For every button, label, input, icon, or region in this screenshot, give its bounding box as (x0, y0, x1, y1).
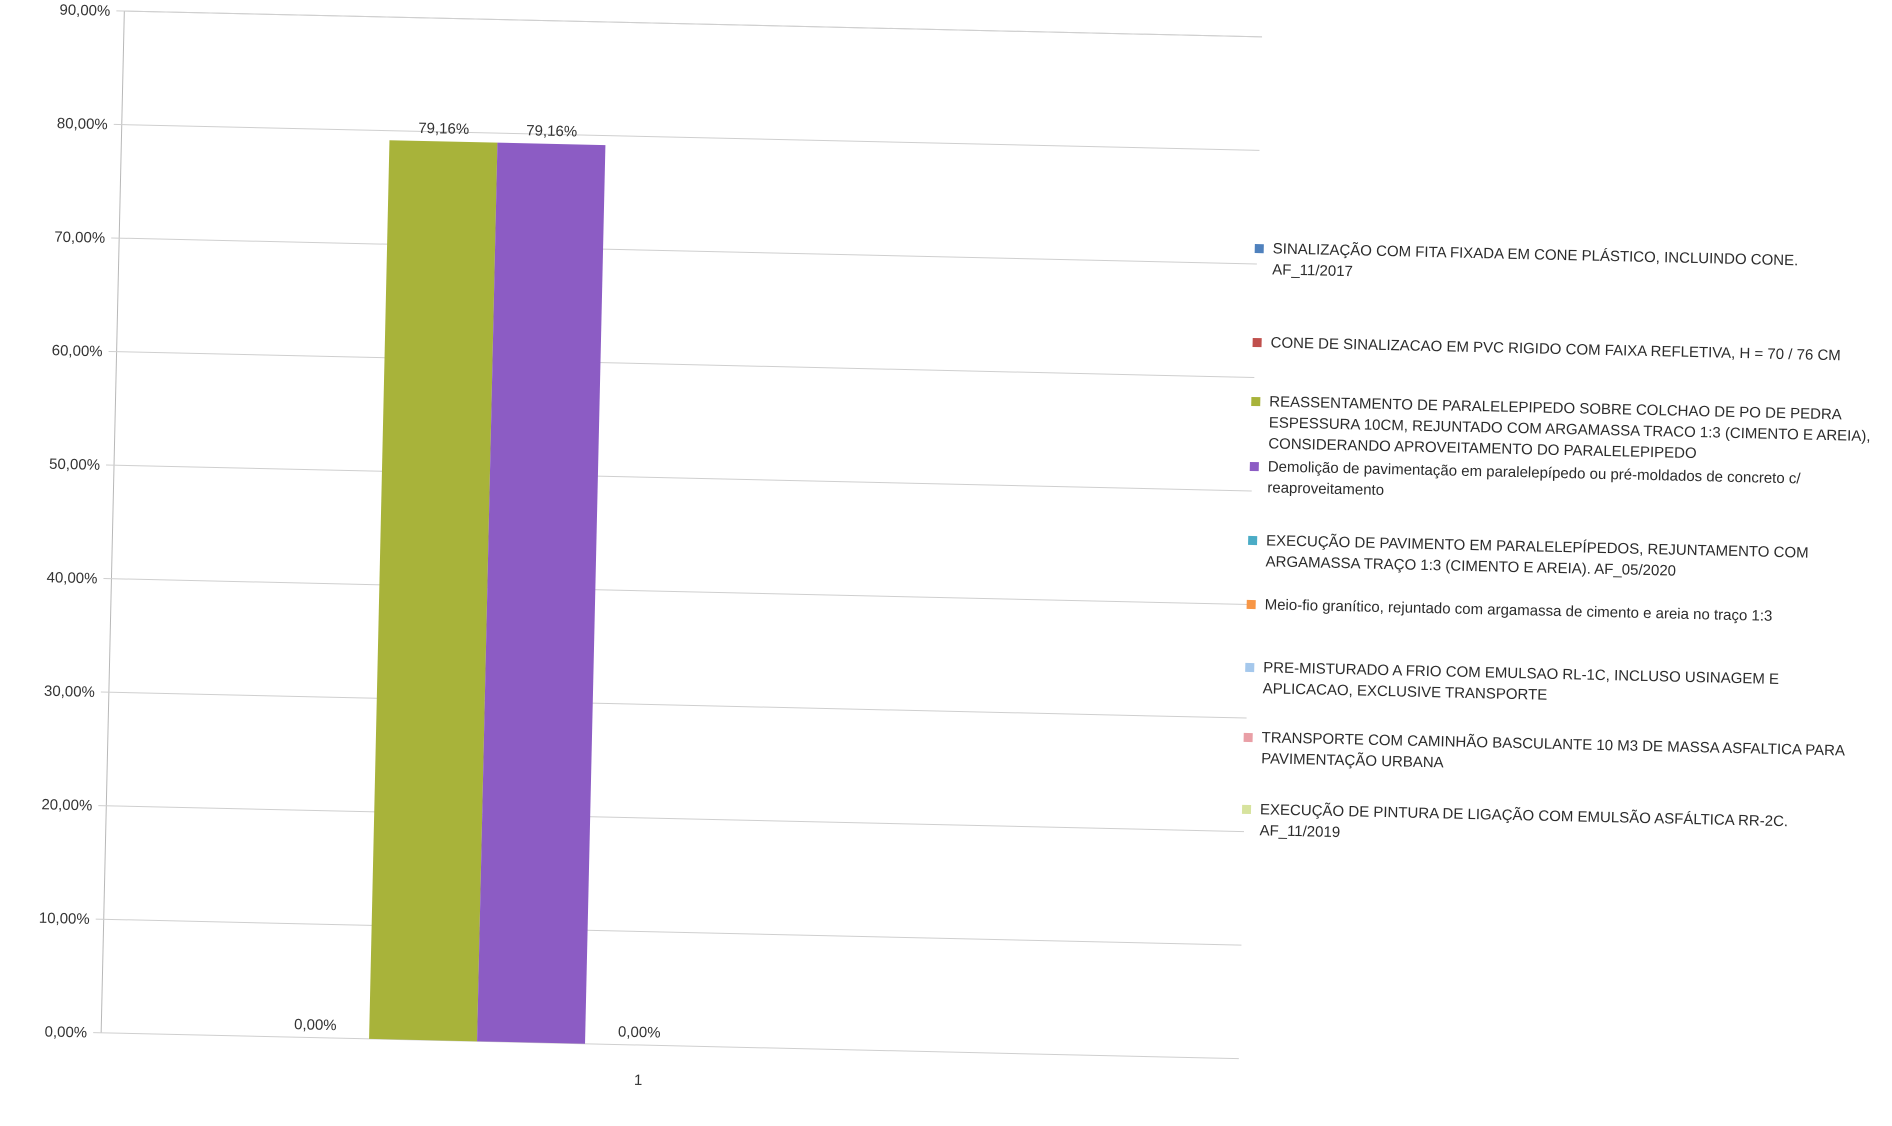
y-tick-label: 30,00% (44, 683, 95, 701)
gridline (113, 123, 1260, 151)
y-tick-label: 90,00% (59, 2, 110, 20)
legend-label: Meio-fio granítico, rejuntado com argama… (1264, 596, 1773, 625)
bar-3 (369, 140, 498, 1042)
gridline (116, 10, 1263, 38)
y-tick-label: 70,00% (54, 229, 105, 247)
data-label-2: 0,00% (294, 1016, 337, 1034)
gridline (111, 237, 1257, 265)
gridline (106, 464, 1252, 492)
plot-area: 0,00%10,00%20,00%30,00%40,00%50,00%60,00… (39, 2, 1263, 1089)
y-tick-label: 10,00% (39, 910, 90, 928)
legend-label: REASSENTAMENTO DE PARALELEPIPEDO SOBRE C… (1268, 393, 1871, 463)
gridline (100, 691, 1247, 719)
legend-label: EXECUÇÃO DE PAVIMENTO EM PARALELEPÍPEDOS… (1265, 532, 1809, 580)
legend-swatch (1243, 732, 1253, 743)
legend-swatch (1241, 804, 1252, 815)
data-label-4: 79,16% (526, 122, 577, 140)
y-axis-line (100, 11, 125, 1033)
gridline (93, 1032, 1239, 1060)
legend-label: EXECUÇÃO DE PINTURA DE LIGAÇÃO COM EMULS… (1259, 801, 1789, 842)
x-tick-label: 1 (634, 1072, 643, 1089)
legend-swatch (1254, 243, 1264, 254)
y-tick-label: 40,00% (46, 569, 97, 587)
bar-4 (477, 142, 606, 1044)
y-tick-label: 0,00% (44, 1024, 87, 1042)
gridline (98, 805, 1245, 833)
legend-swatch (1251, 396, 1261, 407)
data-label-5: 0,00% (618, 1024, 661, 1042)
y-tick-label: 60,00% (52, 342, 103, 360)
chart-legend: SINALIZAÇÃO COM FITA FIXADA EM CONE PLÁS… (1241, 238, 1880, 855)
legend-swatch (1252, 337, 1262, 348)
legend-swatch (1248, 535, 1258, 546)
legend-item: EXECUÇÃO DE PAVIMENTO EM PARALELEPÍPEDOS… (1247, 530, 1873, 586)
gridline (95, 918, 1242, 946)
y-tick-label: 20,00% (41, 796, 92, 814)
legend-swatch (1246, 599, 1256, 610)
y-tick-label: 50,00% (49, 456, 100, 474)
gridline (108, 350, 1255, 378)
data-labels: 0,00% 79,16% 79,16% 0,00% (294, 120, 661, 1042)
y-tick-label: 80,00% (57, 115, 108, 133)
y-tick-labels: 0,00% 10,00% 20,00% 30,00% 40,00% 50,00% 60,00… (39, 2, 111, 1042)
legend-label: PRE-MISTURADO A FRIO COM EMULSAO RL-1C, … (1262, 659, 1780, 704)
x-tick-labels: 1 (634, 1072, 643, 1089)
legend-item: PRE-MISTURADO A FRIO COM EMULSAO RL-1C, … (1245, 657, 1871, 713)
legend-item: Meio-fio granítico, rejuntado com argama… (1246, 594, 1871, 629)
data-label-3: 79,16% (418, 120, 469, 138)
bars (369, 140, 606, 1044)
legend-label: TRANSPORTE COM CAMINHÃO BASCULANTE 10 M3… (1260, 729, 1845, 772)
legend-label: CONE DE SINALIZACAO EM PVC RIGIDO COM FA… (1270, 334, 1841, 365)
legend-item: REASSENTAMENTO DE PARALELEPIPEDO SOBRE C… (1250, 391, 1876, 468)
legend-item: TRANSPORTE COM CAMINHÃO BASCULANTE 10 M3… (1243, 727, 1869, 783)
legend-item: CONE DE SINALIZACAO EM PVC RIGIDO COM FA… (1252, 332, 1877, 367)
gridline (103, 578, 1250, 606)
gridlines (93, 10, 1263, 1060)
legend-swatch (1245, 662, 1255, 673)
legend-swatch (1249, 461, 1259, 472)
